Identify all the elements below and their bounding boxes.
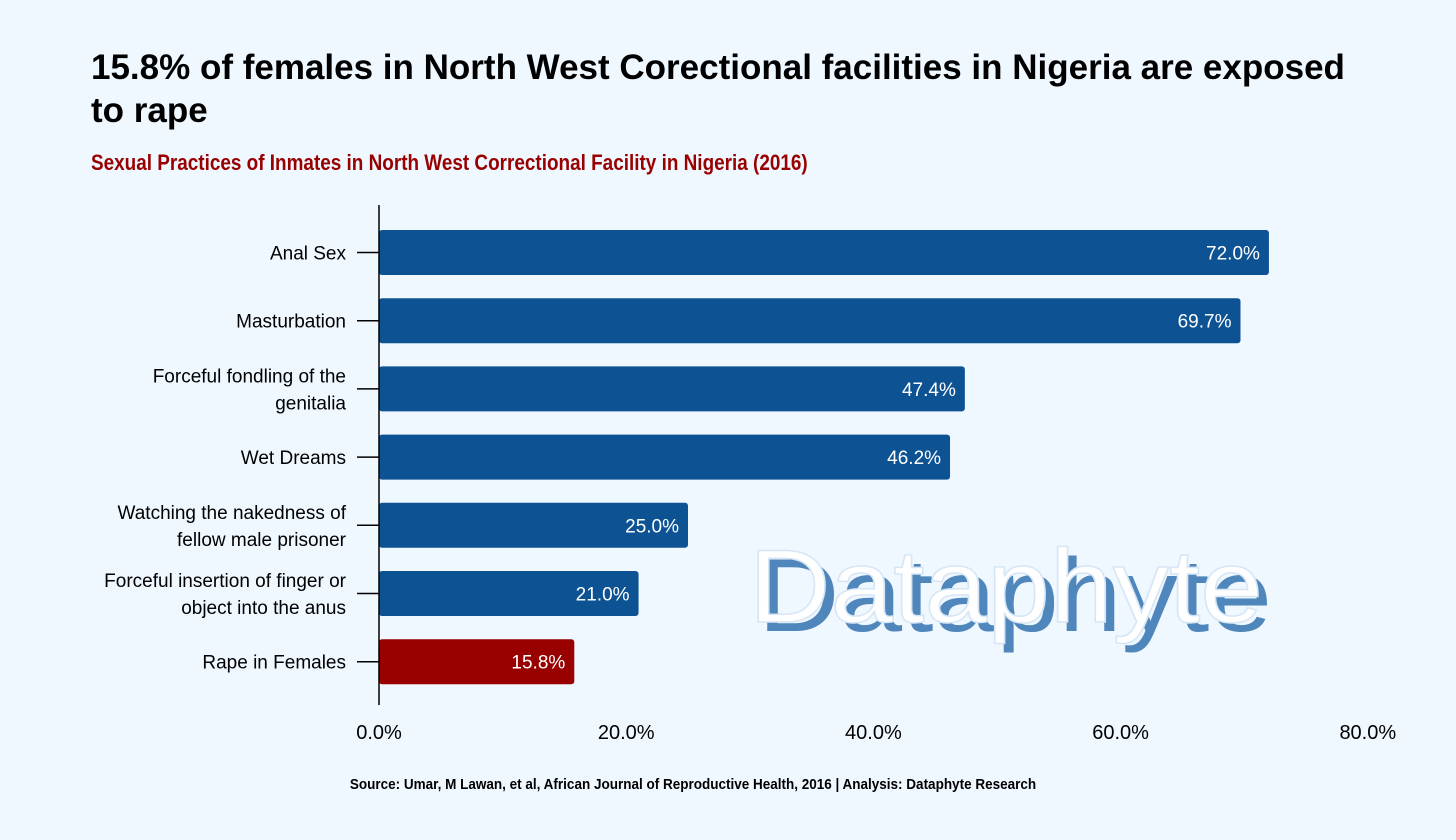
bar-7 — [379, 639, 575, 685]
bar-4 — [379, 434, 951, 480]
source-note: Source: Umar, M Lawan, et al, African Jo… — [349, 776, 1037, 793]
value-label-2: 69.7% — [1178, 312, 1232, 333]
x-tick-label-3: 40.0% — [845, 722, 902, 744]
x-tick-label-1: 0.0% — [356, 722, 402, 744]
bar-5 — [379, 502, 688, 548]
value-label-1: 72.0% — [1206, 244, 1260, 265]
category-label-3: Forceful fondling of the genitalia — [153, 366, 347, 414]
bar-3 — [379, 366, 965, 412]
value-label-4: 46.2% — [887, 448, 941, 469]
x-tick-label-5: 80.0% — [1339, 722, 1396, 744]
watermark-text: Dataphyte — [749, 529, 1263, 645]
bars-layer: 72.0% 69.7% 47.4% 46.2% 25.0% 21.0% 15.8% — [379, 230, 1269, 685]
value-label-5: 25.0% — [625, 516, 679, 537]
category-label-2: Masturbation — [236, 312, 346, 333]
category-label-1: Anal Sex — [270, 244, 347, 265]
watermark: Dataphyte Dataphyte — [748, 528, 1272, 654]
chart-title: 15.8% of females in North West Corection… — [91, 48, 1345, 130]
axis-layer: Anal Sex Masturbation Forceful fondling of… — [104, 205, 1396, 744]
value-label-3: 47.4% — [902, 380, 956, 401]
category-label-5: Watching the nakedness of fellow male pri… — [118, 503, 347, 551]
category-label-7: Rape in Females — [202, 653, 346, 674]
chart-subtitle: Sexual Practices of Inmates in North Wes… — [91, 150, 808, 175]
x-tick-label-2: 20.0% — [598, 722, 655, 744]
value-label-7: 15.8% — [511, 653, 565, 674]
bar-2 — [379, 298, 1241, 344]
watermark-shadow: Dataphyte — [758, 538, 1272, 654]
category-label-4: Wet Dreams — [241, 448, 346, 469]
bar-6 — [379, 571, 639, 616]
x-tick-label-4: 60.0% — [1092, 722, 1149, 744]
category-label-6: Forceful insertion of finger or object in… — [104, 571, 347, 619]
bar-chart: 72.0% 69.7% 47.4% 46.2% 25.0% 21.0% 15.8% Data… — [104, 205, 1396, 744]
value-label-6: 21.0% — [576, 585, 630, 606]
bar-1 — [379, 230, 1269, 275]
